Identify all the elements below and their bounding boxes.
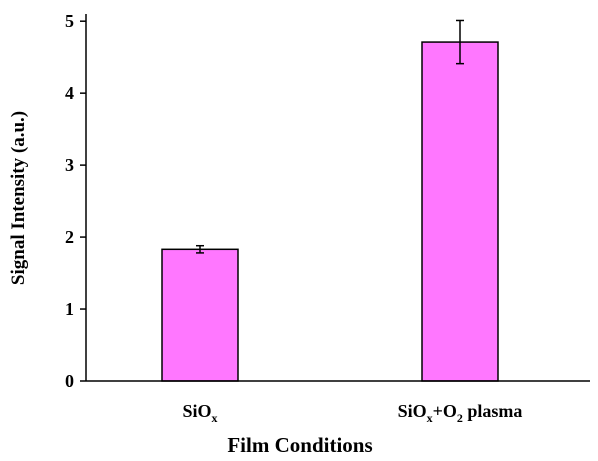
x-tick-label-part: SiO [182,401,211,421]
x-tick-label: SiOx+O2 plasma [398,401,523,425]
x-tick-label-part: plasma [463,401,523,421]
x-axis-label: Film Conditions [227,433,372,457]
y-tick-label: 3 [65,155,74,175]
bar [422,42,498,381]
y-tick-label: 5 [65,11,74,31]
x-tick-label-part: +O [433,401,457,421]
bar [162,249,238,381]
y-axis-label: Signal Intensity (a.u.) [8,111,29,285]
page: {"chart_data": {"type": "bar", "categori… [0,0,598,461]
y-tick-label: 1 [65,299,74,319]
x-tick-label: SiOx [182,401,217,425]
chart: Film Conditions Signal Intensity (a.u.) … [0,0,598,461]
x-tick-label-part: SiO [398,401,427,421]
y-tick-label: 4 [65,83,74,103]
y-tick-label: 0 [65,371,74,391]
x-tick-label-subscript: x [212,411,218,425]
y-tick-label: 2 [65,227,74,247]
